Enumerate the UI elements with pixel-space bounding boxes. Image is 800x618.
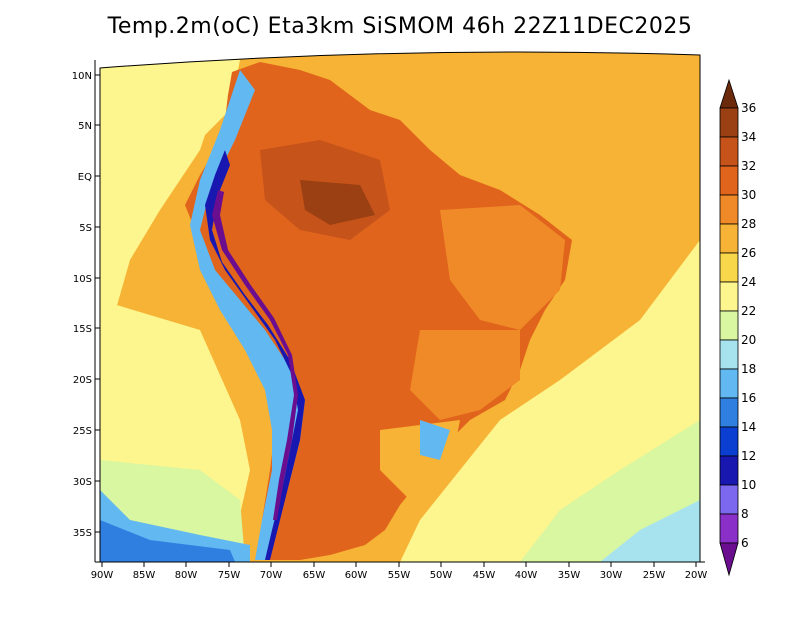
colorbar-label: 6 [741,536,749,550]
colorbar-label: 26 [741,246,756,260]
colorbar-top-arrow [720,80,738,108]
colorbar-label: 32 [741,159,756,173]
colorbar-label: 36 [741,101,756,115]
colorbar-label: 30 [741,188,756,202]
colorbar-segment [720,369,738,398]
colorbar-segment [720,253,738,282]
colorbar-label: 34 [741,130,756,144]
colorbar-label: 22 [741,304,756,318]
colorbar-label: 14 [741,420,756,434]
colorbar-segment [720,108,738,137]
colorbar-label: 18 [741,362,756,376]
colorbar-label: 8 [741,507,749,521]
colorbar-segment [720,340,738,369]
colorbar-segment [720,485,738,514]
colorbar-segment [720,398,738,427]
colorbar-label: 10 [741,478,756,492]
colorbar-segment [720,224,738,253]
colorbar-bottom-arrow [720,543,738,575]
colorbar-segment [720,311,738,340]
colorbar-segment [720,427,738,456]
colorbar-label: 28 [741,217,756,231]
colorbar-label: 16 [741,391,756,405]
colorbar: 36 34 32 30 28 26 24 22 20 18 16 14 12 1… [0,0,800,618]
colorbar-segment [720,137,738,166]
colorbar-segment [720,195,738,224]
colorbar-label: 20 [741,333,756,347]
colorbar-label: 24 [741,275,756,289]
colorbar-segment [720,166,738,195]
colorbar-segment [720,514,738,543]
colorbar-segment [720,282,738,311]
colorbar-label: 12 [741,449,756,463]
colorbar-segment [720,456,738,485]
